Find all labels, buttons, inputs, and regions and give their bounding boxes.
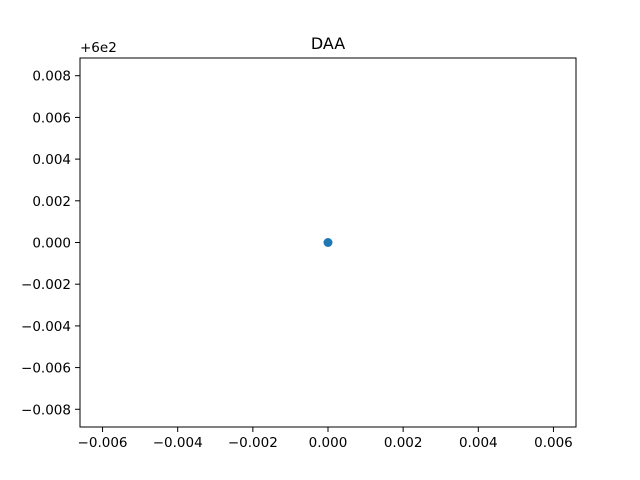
x-tick-label: 0.002 (384, 435, 423, 451)
y-tick-label: 0.004 (32, 152, 71, 168)
y-tick-label: −0.006 (21, 361, 71, 377)
x-tick-label: 0.006 (534, 435, 573, 451)
x-tick-label: 0.004 (459, 435, 498, 451)
y-tick-label: 0.008 (32, 69, 71, 85)
x-tick-label: −0.006 (78, 435, 128, 451)
scatter-points (323, 238, 333, 247)
x-tick-label: −0.004 (153, 435, 203, 451)
y-tick-label: 0.000 (32, 236, 71, 252)
chart-title: DAA (311, 34, 345, 53)
y-tick-label: −0.002 (21, 277, 71, 293)
plot-area-frame (79, 57, 577, 428)
y-tick-label: −0.004 (21, 319, 71, 335)
y-tick-label: 0.006 (32, 110, 71, 126)
y-tick-label: 0.002 (32, 194, 71, 210)
y-axis: −0.008 −0.006 −0.004 −0.002 0.000 0.002 0.004 0… (21, 69, 80, 418)
x-tick-label: 0.000 (309, 435, 348, 451)
x-axis: −0.006 −0.004 −0.002 0.000 0.002 0.004 0.006 (78, 427, 573, 451)
y-tick-label: −0.008 (21, 402, 71, 418)
x-tick-label: −0.002 (228, 435, 278, 451)
scatter-point (323, 238, 333, 247)
y-axis-offset-label: +6e2 (80, 40, 117, 56)
